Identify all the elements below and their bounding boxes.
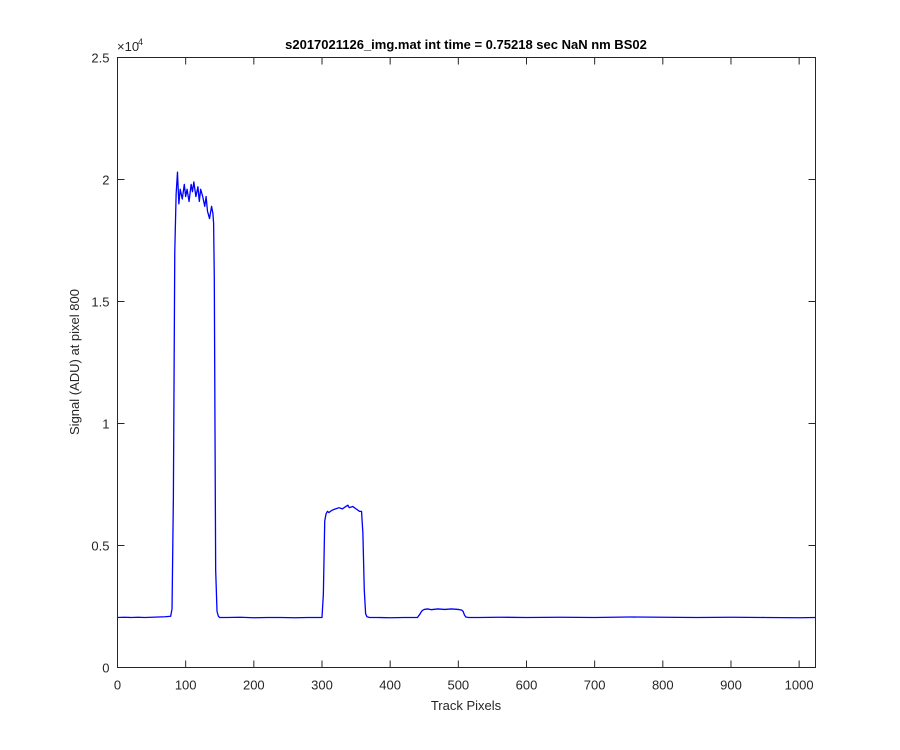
y-tick-label: 2 <box>102 173 109 188</box>
data-layer <box>117 171 816 619</box>
y-exponent-label: ×10 4 <box>117 37 143 54</box>
x-tick-label: 900 <box>720 678 742 693</box>
y-exponent-power: 4 <box>138 37 143 47</box>
x-tick-label: 700 <box>584 678 606 693</box>
x-tick-label: 0 <box>114 678 121 693</box>
x-tick-label: 500 <box>447 678 469 693</box>
plot-area <box>117 57 816 668</box>
x-tick-label: 800 <box>652 678 674 693</box>
x-tick-label: 200 <box>243 678 265 693</box>
y-tick-label: 1.5 <box>91 295 109 310</box>
x-tick-label: 300 <box>311 678 333 693</box>
tick-layer: 0 100 200 300 400 500 600 700 800 900 1000 0 0.5 1 1.5… <box>91 51 816 693</box>
x-tick-label: 100 <box>175 678 197 693</box>
axes-box <box>117 57 816 668</box>
x-tick-label: 600 <box>516 678 538 693</box>
y-tick-label: 2.5 <box>91 51 109 66</box>
y-tick-label: 1 <box>102 417 109 432</box>
chart-title: s2017021126_img.mat int time = 0.75218 s… <box>285 37 647 52</box>
y-tick-label: 0 <box>102 661 109 676</box>
y-exponent-base: ×10 <box>117 39 139 54</box>
x-axis-label: Track Pixels <box>431 698 502 713</box>
series-line <box>117 171 816 619</box>
x-tick-label: 400 <box>379 678 401 693</box>
y-axis-label: Signal (ADU) at pixel 800 <box>67 289 82 435</box>
x-tick-label: 1000 <box>785 678 814 693</box>
y-tick-label: 0.5 <box>91 539 109 554</box>
